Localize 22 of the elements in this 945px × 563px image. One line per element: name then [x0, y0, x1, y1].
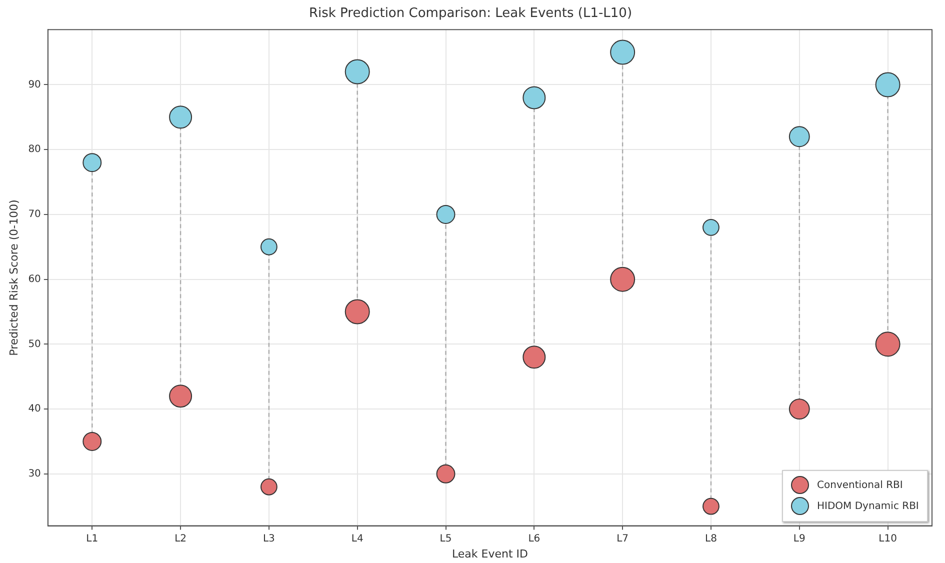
legend-label: Conventional RBI: [817, 480, 903, 491]
y-tick-label: 80: [28, 144, 41, 156]
x-tick-label: L8: [705, 533, 717, 544]
y-tick-label: 40: [28, 404, 41, 415]
legend-label: HIDOM Dynamic RBI: [817, 500, 919, 512]
y-tick-label: 60: [28, 274, 41, 285]
x-tick-label: L4: [351, 533, 364, 544]
x-axis-title: Leak Event ID: [452, 547, 528, 560]
x-tick-label: L10: [878, 533, 897, 544]
x-tick-label: L5: [440, 533, 452, 544]
y-tick-label: 50: [28, 338, 41, 350]
x-tick-label: L1: [86, 533, 98, 544]
y-tick-label: 30: [28, 468, 41, 480]
x-tick-label: L9: [793, 533, 806, 544]
x-tick-label: L2: [174, 533, 187, 544]
x-tick-label: L7: [616, 533, 629, 544]
chart-title: Risk Prediction Comparison: Leak Events (L1-L10): [308, 6, 632, 22]
y-tick-label: 90: [28, 79, 41, 90]
x-tick-label: L6: [528, 533, 540, 544]
y-tick-label: 70: [28, 209, 41, 220]
y-axis-title: Predicted Risk Score (0-100): [7, 200, 20, 356]
x-tick-label: L3: [262, 533, 275, 544]
